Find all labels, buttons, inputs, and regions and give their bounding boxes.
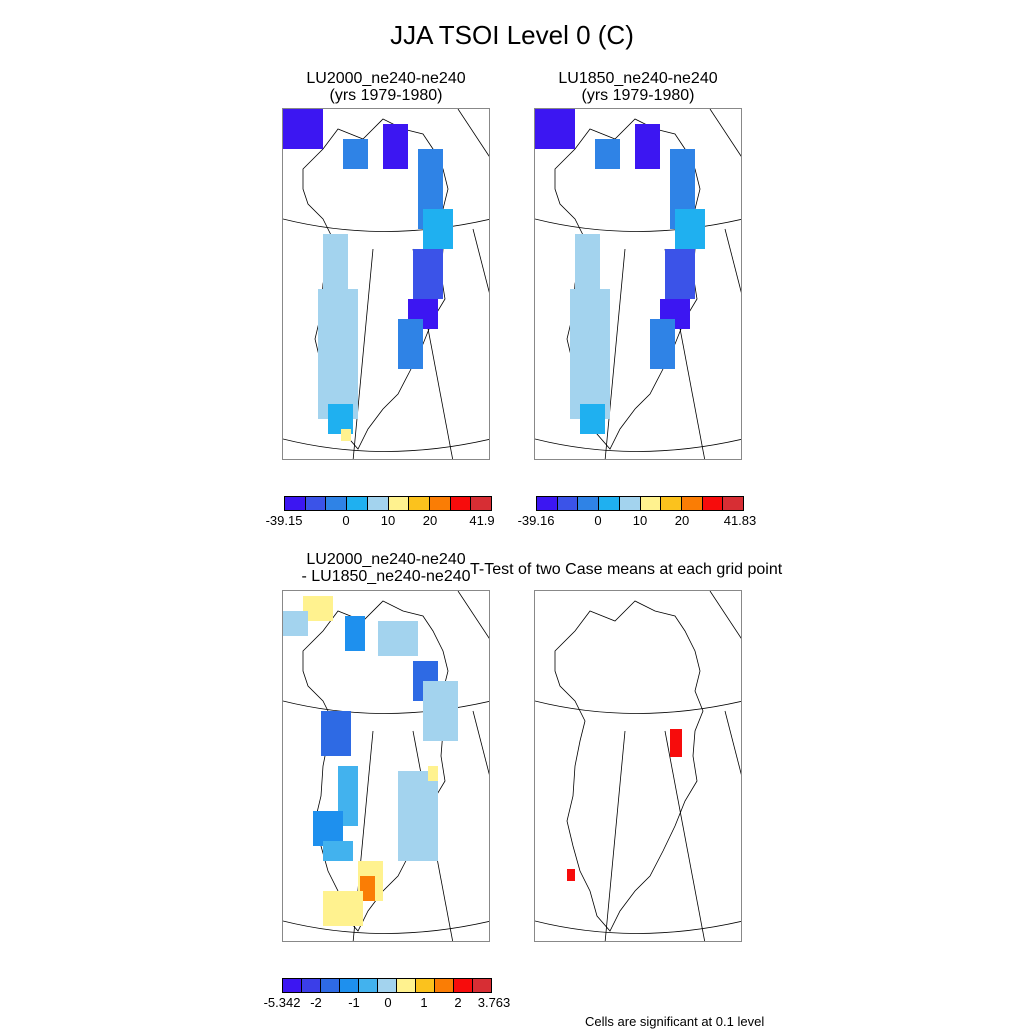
colorbar-swatch (409, 497, 430, 510)
colorbar-swatch (640, 497, 662, 510)
colorbar-label: 0 (384, 995, 392, 1010)
colorbar-label: 10 (632, 513, 648, 528)
colorbar-swatch (359, 979, 378, 992)
colorbar-swatch (599, 497, 620, 510)
colorbar-swatch (397, 979, 416, 992)
panel-3-title-line1: LU2000_ne240-ne240 (306, 551, 466, 568)
colorbar-swatch (681, 497, 703, 510)
colorbar-swatch (435, 979, 454, 992)
panel-1-title-line2: (yrs 1979-1980) (329, 87, 443, 104)
colorbar-swatch (471, 497, 492, 510)
map-panel-ttest (534, 590, 742, 942)
colorbar-swatch (321, 979, 340, 992)
colorbar-swatch (454, 979, 473, 992)
colorbar-label: -2 (310, 995, 322, 1010)
colorbar-swatch (326, 497, 348, 510)
colorbar-label: 20 (422, 513, 438, 528)
colorbar-label: -39.15 (265, 513, 303, 528)
colorbar-swatch (473, 979, 491, 992)
colorbar-swatches (536, 496, 744, 511)
colorbar-swatch (702, 497, 724, 510)
colorbar-label: 3.763 (477, 995, 511, 1010)
panel-1-title: LU2000_ne240-ne240 (yrs 1979-1980) (282, 70, 490, 104)
colorbar-swatch (305, 497, 327, 510)
colorbar-swatch (388, 497, 410, 510)
colorbar-swatch (661, 497, 682, 510)
colorbar-lu1850: -39.16 0 10 20 41.83 (518, 496, 756, 528)
colorbar-swatches (282, 978, 492, 993)
colorbar-swatch (302, 979, 321, 992)
colorbar-difference: -5.342 -2 -1 0 1 2 3.763 (264, 978, 510, 1010)
colorbar-label: 0 (342, 513, 350, 528)
colorbar-swatch (340, 979, 359, 992)
colorbar-label: 41.83 (723, 513, 757, 528)
colorbar-swatch (619, 497, 641, 510)
significant-cells (567, 729, 682, 881)
colorbar-label: 2 (454, 995, 462, 1010)
panel-2-title-line2: (yrs 1979-1980) (581, 87, 695, 104)
colorbar-swatch (367, 497, 389, 510)
colorbar-swatch (429, 497, 451, 510)
map-panel-difference (282, 590, 490, 942)
panel-3-title-line2: - LU1850_ne240-ne240 (301, 568, 471, 585)
colorbar-label: 10 (380, 513, 396, 528)
data-cells (283, 596, 458, 926)
panel-2-title-line1: LU1850_ne240-ne240 (558, 70, 718, 87)
panel-3-title: LU2000_ne240-ne240 - LU1850_ne240-ne240 (282, 551, 490, 585)
colorbar-label: 1 (420, 995, 428, 1010)
map-panel-lu1850 (534, 108, 742, 460)
colorbar-swatch (283, 979, 302, 992)
colorbar-lu2000: -39.15 0 10 20 41.9 (266, 496, 495, 528)
colorbar-label: 20 (674, 513, 690, 528)
colorbar-swatch (450, 497, 472, 510)
coastline (554, 600, 704, 932)
significance-footnote: Cells are significant at 0.1 level (585, 1014, 765, 1029)
colorbar-label: 0 (594, 513, 602, 528)
figure-title: JJA TSOI Level 0 (C) (390, 20, 634, 50)
data-cells (535, 109, 705, 434)
colorbar-swatch (578, 497, 600, 510)
data-cells (283, 109, 453, 441)
colorbar-label: -5.342 (263, 995, 301, 1010)
colorbar-swatch (347, 497, 368, 510)
colorbar-swatches (284, 496, 492, 511)
colorbar-swatch (378, 979, 397, 992)
map-panel-lu2000 (282, 108, 490, 460)
colorbar-label: 41.9 (469, 513, 495, 528)
colorbar-swatch (557, 497, 579, 510)
colorbar-label: -1 (348, 995, 360, 1010)
panel-4-title: T-Test of two Case means at each grid po… (470, 561, 783, 578)
colorbar-label: -39.16 (517, 513, 555, 528)
colorbar-swatch (416, 979, 435, 992)
panel-1-title-line1: LU2000_ne240-ne240 (306, 70, 466, 87)
panel-2-title: LU1850_ne240-ne240 (yrs 1979-1980) (534, 70, 742, 104)
colorbar-swatch (537, 497, 558, 510)
colorbar-swatch (723, 497, 744, 510)
graticule (535, 591, 741, 941)
colorbar-swatch (285, 497, 306, 510)
